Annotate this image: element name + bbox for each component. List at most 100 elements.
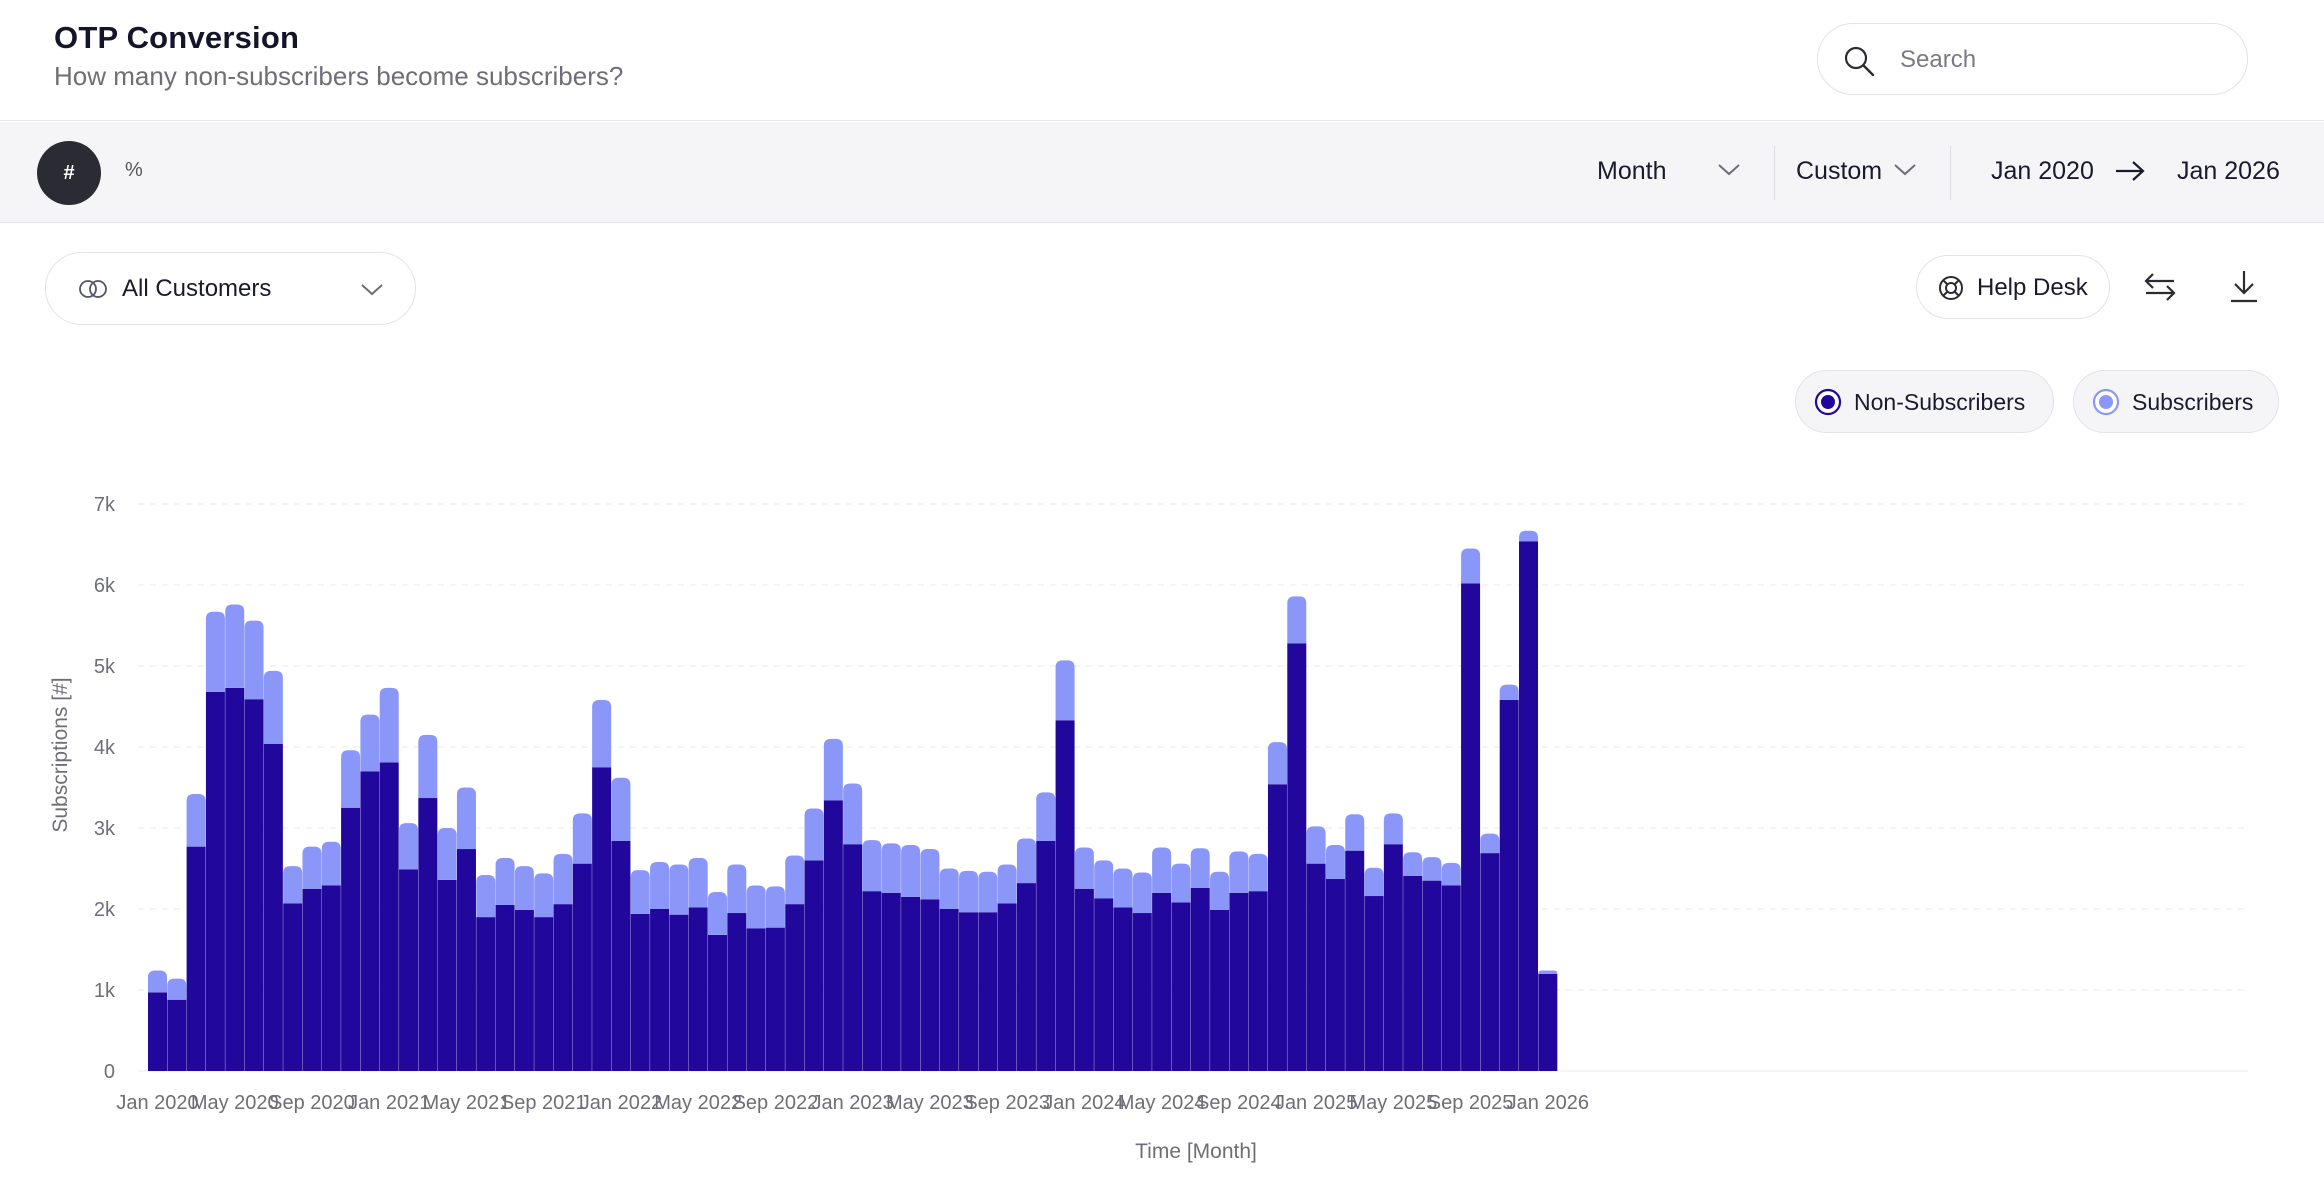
bar-subscribers[interactable] bbox=[456, 787, 476, 850]
bar-non-subscribers[interactable] bbox=[1210, 909, 1230, 1071]
bar-subscribers[interactable] bbox=[1422, 857, 1442, 881]
bar-subscribers[interactable] bbox=[785, 855, 805, 905]
bar-non-subscribers[interactable] bbox=[553, 904, 573, 1071]
bar-non-subscribers[interactable] bbox=[901, 896, 921, 1071]
bar-non-subscribers[interactable] bbox=[572, 863, 592, 1071]
bar-non-subscribers[interactable] bbox=[1364, 896, 1384, 1071]
bar-non-subscribers[interactable] bbox=[592, 767, 612, 1071]
bar-non-subscribers[interactable] bbox=[611, 840, 631, 1071]
bar-non-subscribers[interactable] bbox=[650, 909, 670, 1071]
bar-subscribers[interactable] bbox=[1538, 970, 1558, 974]
bar-subscribers[interactable] bbox=[1036, 792, 1056, 841]
bar-subscribers[interactable] bbox=[1132, 872, 1152, 914]
bar-non-subscribers[interactable] bbox=[495, 904, 515, 1071]
bar-non-subscribers[interactable] bbox=[746, 928, 766, 1071]
bar-non-subscribers[interactable] bbox=[1325, 879, 1345, 1071]
bar-subscribers[interactable] bbox=[630, 870, 650, 914]
bar-subscribers[interactable] bbox=[321, 841, 341, 886]
bar-subscribers[interactable] bbox=[514, 866, 534, 910]
bar-subscribers[interactable] bbox=[1519, 530, 1539, 542]
bar-subscribers[interactable] bbox=[1016, 838, 1036, 884]
bar-subscribers[interactable] bbox=[804, 808, 824, 861]
bar-non-subscribers[interactable] bbox=[997, 903, 1017, 1071]
bar-subscribers[interactable] bbox=[920, 849, 940, 900]
bar-subscribers[interactable] bbox=[1074, 847, 1094, 889]
bar-subscribers[interactable] bbox=[1345, 814, 1365, 851]
bar-non-subscribers[interactable] bbox=[823, 800, 843, 1071]
bar-non-subscribers[interactable] bbox=[862, 891, 882, 1071]
bar-non-subscribers[interactable] bbox=[630, 913, 650, 1071]
date-from[interactable]: Jan 2020 bbox=[1991, 157, 2094, 185]
bar-subscribers[interactable] bbox=[553, 853, 573, 905]
search-input[interactable]: Search bbox=[1817, 23, 2248, 95]
bar-non-subscribers[interactable] bbox=[456, 849, 476, 1071]
bar-subscribers[interactable] bbox=[1248, 853, 1268, 892]
bar-subscribers[interactable] bbox=[669, 864, 689, 915]
bar-subscribers[interactable] bbox=[379, 687, 399, 763]
bar-subscribers[interactable] bbox=[225, 604, 245, 688]
bar-non-subscribers[interactable] bbox=[476, 917, 496, 1071]
bar-non-subscribers[interactable] bbox=[707, 934, 727, 1071]
bar-non-subscribers[interactable] bbox=[1345, 850, 1365, 1071]
bar-non-subscribers[interactable] bbox=[1403, 875, 1423, 1071]
bar-subscribers[interactable] bbox=[1480, 833, 1500, 854]
bar-subscribers[interactable] bbox=[186, 793, 206, 847]
bar-non-subscribers[interactable] bbox=[1519, 541, 1539, 1071]
bar-non-subscribers[interactable] bbox=[920, 899, 940, 1071]
bar-subscribers[interactable] bbox=[418, 734, 438, 799]
bar-non-subscribers[interactable] bbox=[1229, 892, 1249, 1071]
bar-non-subscribers[interactable] bbox=[881, 892, 901, 1071]
bar-non-subscribers[interactable] bbox=[399, 869, 419, 1071]
bar-non-subscribers[interactable] bbox=[514, 909, 534, 1071]
granularity-select[interactable]: Month bbox=[1597, 157, 1667, 185]
bar-subscribers[interactable] bbox=[1499, 684, 1519, 701]
bar-subscribers[interactable] bbox=[167, 978, 187, 1000]
bar-subscribers[interactable] bbox=[823, 738, 843, 801]
bar-subscribers[interactable] bbox=[476, 874, 496, 918]
bar-non-subscribers[interactable] bbox=[534, 917, 554, 1071]
bar-non-subscribers[interactable] bbox=[1383, 844, 1403, 1071]
download-icon[interactable] bbox=[2228, 268, 2260, 304]
range-type-select[interactable]: Custom bbox=[1796, 157, 1883, 185]
bar-subscribers[interactable] bbox=[1055, 660, 1075, 721]
bar-non-subscribers[interactable] bbox=[1016, 883, 1036, 1071]
bar-subscribers[interactable] bbox=[1325, 845, 1345, 880]
bar-non-subscribers[interactable] bbox=[1036, 840, 1056, 1071]
bar-non-subscribers[interactable] bbox=[785, 904, 805, 1071]
bar-subscribers[interactable] bbox=[765, 886, 785, 928]
chevron-down-icon[interactable] bbox=[1893, 163, 1917, 177]
bar-subscribers[interactable] bbox=[534, 873, 554, 918]
bar-subscribers[interactable] bbox=[978, 871, 998, 913]
legend-item-subscribers[interactable]: Subscribers bbox=[2073, 370, 2279, 433]
bar-subscribers[interactable] bbox=[1171, 863, 1191, 903]
bar-subscribers[interactable] bbox=[205, 611, 225, 692]
bar-non-subscribers[interactable] bbox=[1094, 898, 1114, 1071]
bar-subscribers[interactable] bbox=[148, 970, 167, 993]
bar-non-subscribers[interactable] bbox=[263, 743, 283, 1071]
bar-subscribers[interactable] bbox=[283, 866, 303, 904]
bar-non-subscribers[interactable] bbox=[1132, 913, 1152, 1071]
bar-subscribers[interactable] bbox=[360, 714, 380, 772]
bar-non-subscribers[interactable] bbox=[1287, 643, 1307, 1071]
bar-subscribers[interactable] bbox=[688, 857, 708, 908]
bar-non-subscribers[interactable] bbox=[225, 687, 245, 1071]
bar-non-subscribers[interactable] bbox=[283, 903, 303, 1071]
bar-subscribers[interactable] bbox=[341, 750, 361, 808]
bar-non-subscribers[interactable] bbox=[1190, 887, 1210, 1071]
bar-subscribers[interactable] bbox=[437, 828, 457, 880]
bar-non-subscribers[interactable] bbox=[321, 885, 341, 1071]
bar-non-subscribers[interactable] bbox=[1306, 863, 1326, 1071]
legend-item-non-subscribers[interactable]: Non-Subscribers bbox=[1795, 370, 2054, 433]
bar-non-subscribers[interactable] bbox=[1171, 902, 1191, 1071]
bar-subscribers[interactable] bbox=[1190, 848, 1210, 888]
bar-subscribers[interactable] bbox=[1306, 826, 1326, 864]
bar-subscribers[interactable] bbox=[959, 870, 979, 913]
bar-subscribers[interactable] bbox=[263, 670, 283, 744]
bar-non-subscribers[interactable] bbox=[1461, 583, 1481, 1071]
bar-subscribers[interactable] bbox=[1267, 742, 1287, 785]
bar-non-subscribers[interactable] bbox=[437, 879, 457, 1071]
bar-subscribers[interactable] bbox=[1229, 851, 1249, 893]
bar-non-subscribers[interactable] bbox=[939, 909, 959, 1071]
bar-subscribers[interactable] bbox=[901, 845, 921, 897]
bar-subscribers[interactable] bbox=[862, 840, 882, 892]
